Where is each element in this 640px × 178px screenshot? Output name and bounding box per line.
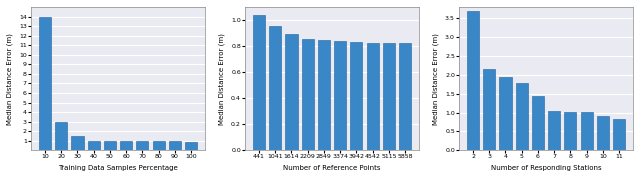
Bar bbox=[367, 43, 379, 150]
Bar bbox=[136, 141, 148, 150]
Bar bbox=[72, 136, 84, 150]
Bar bbox=[350, 42, 362, 150]
Bar bbox=[120, 141, 132, 150]
Bar bbox=[88, 141, 100, 150]
Bar bbox=[169, 141, 181, 150]
Bar bbox=[334, 41, 346, 150]
Bar bbox=[285, 34, 298, 150]
X-axis label: Number of Responding Stations: Number of Responding Stations bbox=[491, 165, 602, 171]
Bar bbox=[383, 43, 395, 150]
Bar bbox=[596, 116, 609, 150]
Bar bbox=[152, 141, 164, 150]
Bar bbox=[548, 111, 560, 150]
Bar bbox=[185, 142, 197, 150]
Bar bbox=[516, 83, 528, 150]
Bar bbox=[580, 112, 593, 150]
Bar bbox=[253, 15, 265, 150]
Bar bbox=[399, 43, 411, 150]
Bar bbox=[55, 122, 67, 150]
Bar bbox=[467, 11, 479, 150]
Bar bbox=[564, 112, 577, 150]
Bar bbox=[269, 27, 282, 150]
Bar bbox=[39, 17, 51, 150]
Bar bbox=[499, 77, 511, 150]
Bar bbox=[318, 40, 330, 150]
Bar bbox=[301, 39, 314, 150]
X-axis label: Number of Reference Points: Number of Reference Points bbox=[284, 165, 381, 171]
Bar bbox=[613, 119, 625, 150]
Y-axis label: Median Distance Error (m): Median Distance Error (m) bbox=[433, 33, 440, 125]
Y-axis label: Median Distance Error (m): Median Distance Error (m) bbox=[7, 33, 13, 125]
X-axis label: Training Data Samples Percentage: Training Data Samples Percentage bbox=[58, 165, 178, 171]
Bar bbox=[483, 69, 495, 150]
Bar bbox=[532, 96, 544, 150]
Y-axis label: Median Distance Error (m): Median Distance Error (m) bbox=[219, 33, 225, 125]
Bar bbox=[104, 141, 116, 150]
